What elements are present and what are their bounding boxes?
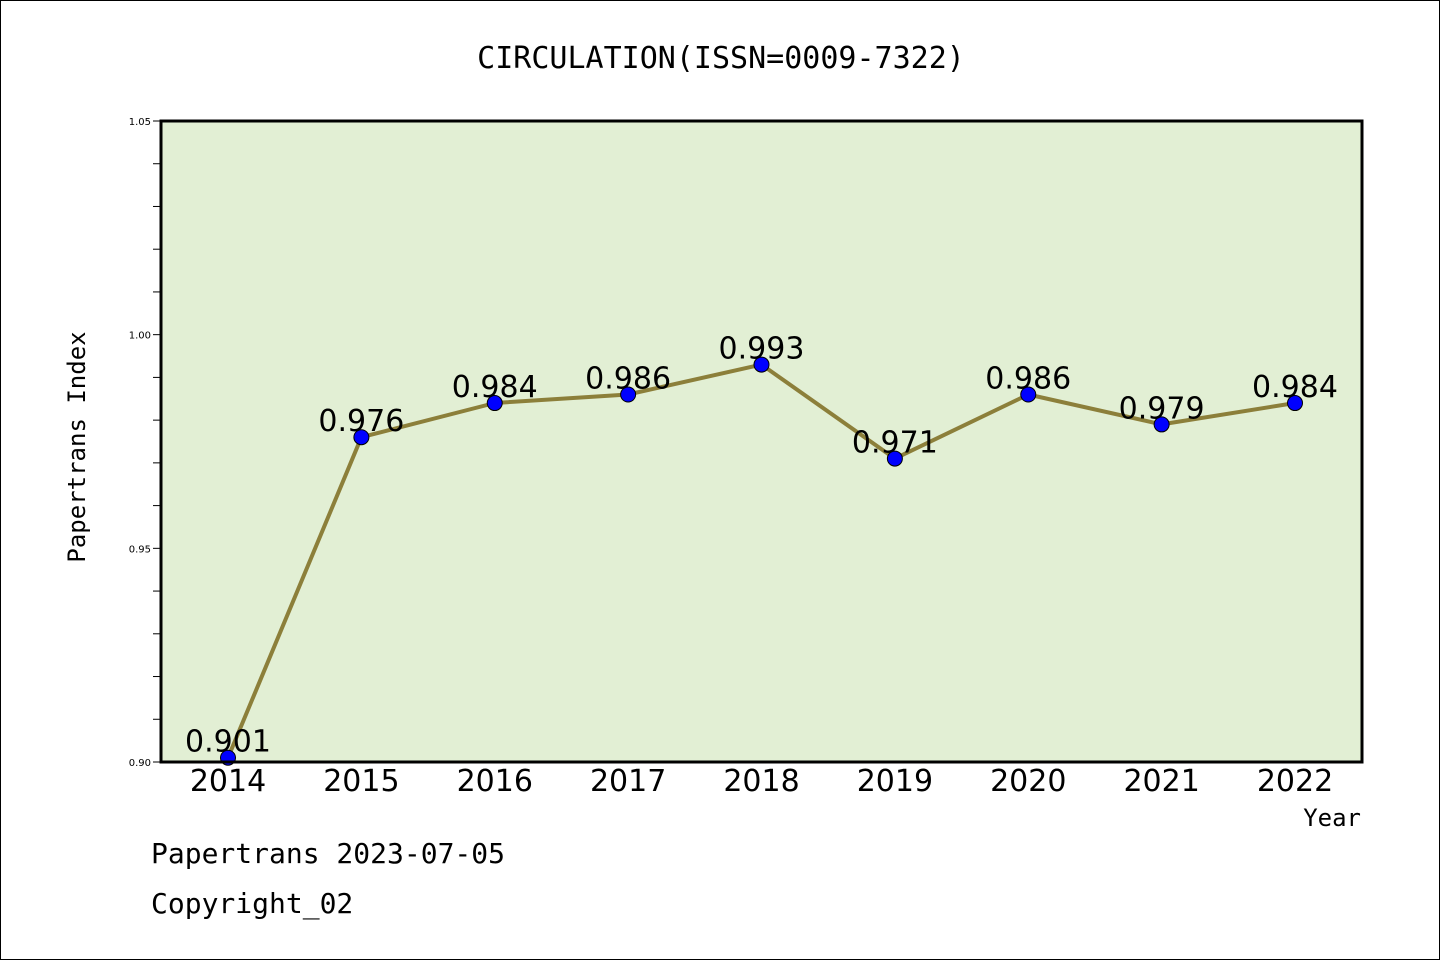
data-point: [353, 429, 370, 446]
footer-date: Papertrans 2023-07-05: [151, 837, 506, 870]
plot-border: [159, 119, 1364, 764]
x-tick-label: 2021: [1123, 764, 1199, 799]
y-tick-label: 0.95: [129, 544, 151, 555]
data-point: [1287, 395, 1303, 412]
x-tick-label: 2015: [323, 764, 399, 799]
data-point: [1153, 416, 1170, 433]
x-tick-label: 2019: [857, 764, 933, 799]
x-tick-label: 2016: [457, 764, 533, 799]
y-tick-label: 1.00: [129, 331, 151, 342]
data-point: [1020, 386, 1037, 403]
data-points: [220, 356, 1303, 766]
data-label: 0.984: [1252, 370, 1338, 405]
x-tick-labels: 2014 2015 2016 2017 2018 2019 2020 2021 2022: [190, 764, 1333, 799]
data-label: 0.971: [852, 426, 938, 461]
data-point: [886, 450, 903, 467]
x-tick-label: 2014: [190, 764, 266, 799]
x-tick-label: 2022: [1257, 764, 1333, 799]
data-label: 0.976: [318, 404, 404, 439]
data-label: 0.984: [452, 370, 538, 405]
x-axis-title: Year: [1303, 804, 1361, 832]
y-tick-labels: 0.90 0.95 1.00 1.05: [129, 117, 151, 769]
data-labels: 0.901 0.976 0.984 0.986 0.993 0.971 0.986 0.979…: [185, 332, 1338, 760]
x-tick-label: 2018: [723, 764, 799, 799]
y-tick-label: 1.05: [129, 117, 151, 128]
x-tick-label: 2017: [590, 764, 666, 799]
data-label: 0.986: [585, 361, 671, 396]
data-label: 0.901: [185, 725, 271, 760]
x-tick-label: 2020: [990, 764, 1066, 799]
data-point: [486, 395, 503, 412]
plot-area: [161, 121, 1362, 762]
footer-copyright: Copyright_02: [151, 887, 354, 920]
data-point: [753, 356, 770, 373]
y-tick-label: 0.90: [129, 758, 151, 769]
data-label: 0.979: [1119, 391, 1205, 426]
y-axis-title: Papertrans Index: [63, 331, 91, 562]
data-label: 0.986: [985, 361, 1071, 396]
data-label: 0.993: [719, 332, 805, 367]
data-point: [620, 386, 637, 403]
chart-title: CIRCULATION(ISSN=0009-7322): [477, 41, 965, 76]
